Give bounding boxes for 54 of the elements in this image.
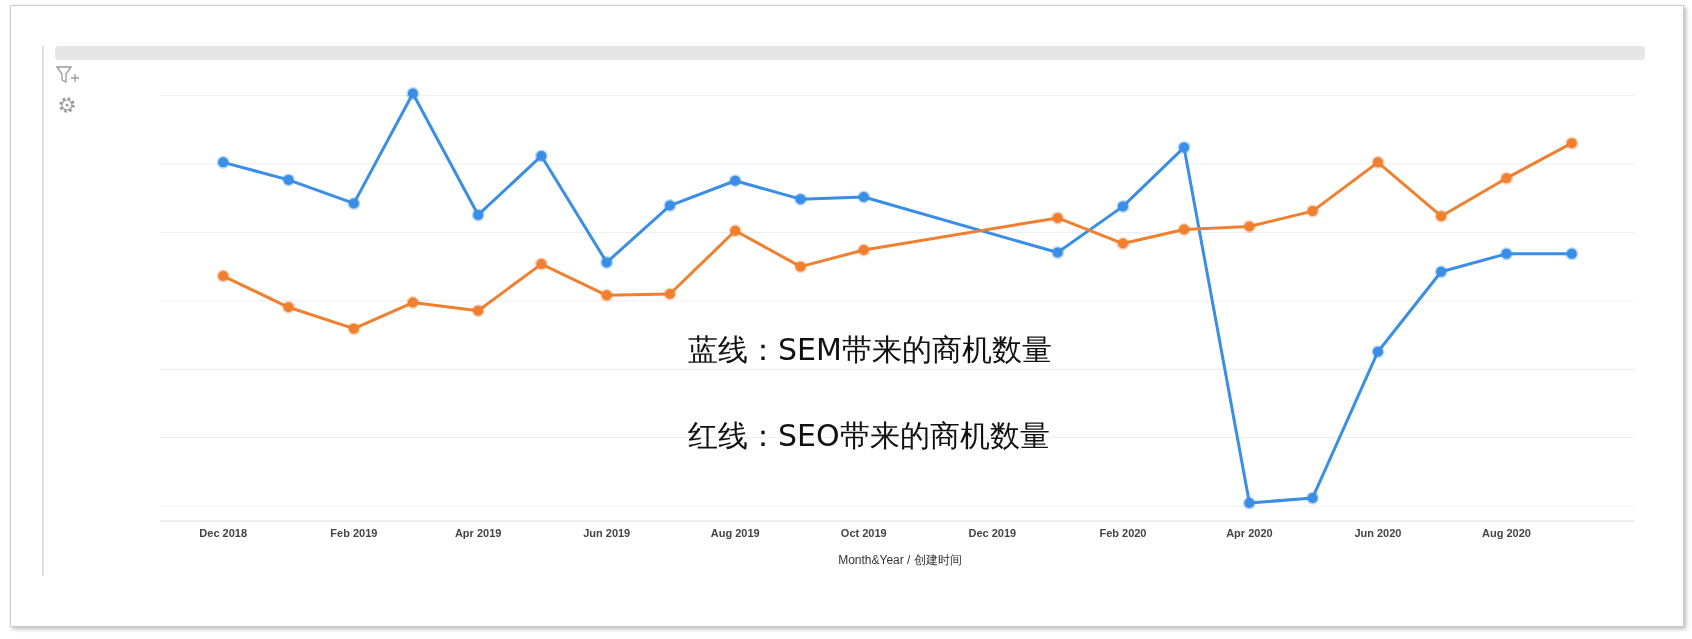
point <box>1116 237 1130 251</box>
x-tick-label: Feb 2020 <box>1099 526 1147 539</box>
point <box>794 192 808 206</box>
point <box>1371 155 1385 169</box>
x-tick-label: Aug 2019 <box>710 526 760 539</box>
point <box>728 224 742 238</box>
point <box>1051 211 1065 225</box>
point <box>1499 247 1513 261</box>
point <box>728 174 742 188</box>
point <box>347 196 361 210</box>
point <box>600 288 614 302</box>
point <box>1051 246 1065 260</box>
point <box>1371 345 1385 359</box>
point <box>857 190 871 204</box>
point <box>1434 265 1448 279</box>
point <box>1565 136 1579 150</box>
point <box>406 87 420 101</box>
point <box>857 243 871 257</box>
point <box>534 257 548 271</box>
x-tick-label: Oct 2019 <box>840 526 887 539</box>
point <box>1177 140 1191 154</box>
x-tick-label: Jun 2020 <box>1354 526 1402 539</box>
annotation: 蓝线：SEM带来的商机数量 <box>688 331 1052 369</box>
point <box>663 287 677 301</box>
x-axis-title: Month&Year / 创建时间 <box>837 552 963 569</box>
point <box>1565 247 1579 261</box>
point <box>1242 219 1256 233</box>
point <box>216 269 230 283</box>
point <box>663 199 677 213</box>
point <box>1306 204 1320 218</box>
point <box>471 304 485 318</box>
x-tick-label: Feb 2019 <box>330 526 378 539</box>
x-tick-label: Aug 2020 <box>1482 526 1531 539</box>
x-tick-label: Dec 2018 <box>199 526 248 539</box>
point <box>282 300 296 314</box>
point <box>534 149 548 163</box>
annotation: 红线：SEO带来的商机数量 <box>688 417 1050 455</box>
point <box>406 296 420 310</box>
x-tick-label: Apr 2019 <box>454 526 502 539</box>
point <box>794 260 808 274</box>
point <box>282 173 296 187</box>
x-tick-label: Jun 2019 <box>583 526 631 539</box>
x-tick-label: Dec 2019 <box>968 526 1017 539</box>
point <box>471 208 485 222</box>
point <box>216 155 230 169</box>
point <box>1499 171 1513 185</box>
point <box>1116 199 1130 213</box>
point <box>1177 222 1191 236</box>
point <box>1434 209 1448 223</box>
point <box>1306 491 1320 505</box>
point <box>347 322 361 336</box>
point <box>600 255 614 269</box>
x-tick-label: Apr 2020 <box>1226 526 1273 539</box>
point <box>1242 496 1256 510</box>
